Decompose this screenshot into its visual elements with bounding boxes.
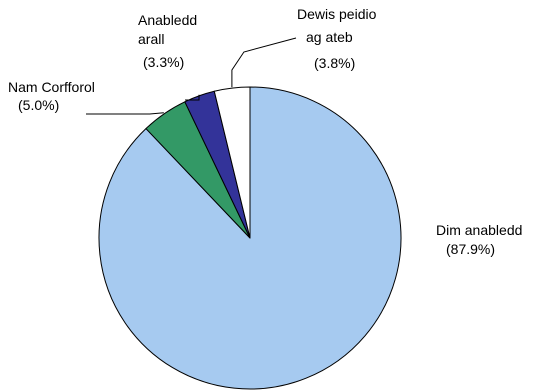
label-anabledd-arall-line2: arall xyxy=(138,31,164,47)
label-anabledd-arall-line1: Anabledd xyxy=(138,12,197,28)
label-dewis-peidio-line1: Dewis peidio xyxy=(297,6,377,22)
value-dim-anabledd: (87.9%) xyxy=(446,241,495,257)
leader-line-nam xyxy=(86,112,164,115)
label-dim-anabledd: Dim anabledd xyxy=(436,222,522,238)
value-nam-corfforol: (5.0%) xyxy=(18,97,59,113)
label-dewis-peidio-line2: ag ateb xyxy=(306,29,353,45)
pie-slice-dim xyxy=(98,86,402,390)
value-anabledd-arall: (3.3%) xyxy=(143,54,184,70)
value-dewis-peidio: (3.8%) xyxy=(314,55,355,71)
leader-line-anabledd xyxy=(185,94,200,101)
leader-lines xyxy=(86,37,297,115)
leader-line-dewis xyxy=(231,37,297,88)
label-nam-corfforol: Nam Corfforol xyxy=(8,79,95,95)
pie-slice-dewis xyxy=(213,86,251,239)
pie-slices xyxy=(98,86,402,390)
